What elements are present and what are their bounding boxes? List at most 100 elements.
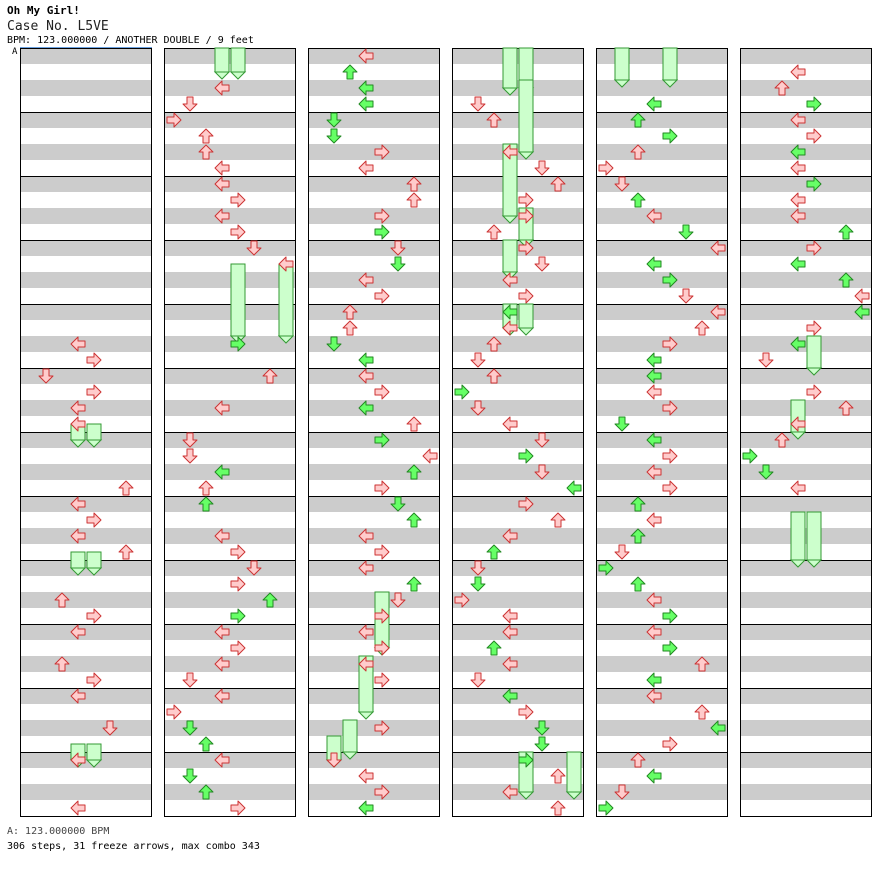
beat-stripe <box>740 656 872 672</box>
beat-stripe <box>596 144 728 160</box>
step-arrow <box>470 352 486 368</box>
chart-column <box>164 48 296 817</box>
step-arrow <box>486 224 502 240</box>
beat-stripe <box>452 80 584 96</box>
beat-stripe <box>452 336 584 352</box>
step-arrow <box>214 176 230 192</box>
beat-stripe <box>308 112 440 128</box>
freeze-arrow <box>661 47 679 88</box>
step-arrow <box>374 288 390 304</box>
step-arrow <box>694 704 710 720</box>
freeze-arrow <box>805 335 823 376</box>
step-arrow <box>262 368 278 384</box>
beat-stripe <box>740 240 872 256</box>
step-arrow <box>790 256 806 272</box>
step-arrow <box>374 544 390 560</box>
beat-stripe <box>452 208 584 224</box>
step-arrow <box>182 96 198 112</box>
beat-stripe <box>20 240 152 256</box>
step-arrow <box>70 528 86 544</box>
beat-stripe <box>164 112 296 128</box>
step-arrow <box>646 768 662 784</box>
step-arrow <box>502 656 518 672</box>
step-arrow <box>166 704 182 720</box>
step-arrow <box>502 416 518 432</box>
beat-stripe <box>308 176 440 192</box>
freeze-arrow <box>357 655 375 720</box>
step-arrow <box>182 720 198 736</box>
step-arrow <box>790 160 806 176</box>
beat-stripe <box>308 784 440 800</box>
column-border <box>308 48 440 817</box>
beat-stripe <box>740 368 872 384</box>
beat-stripe <box>308 304 440 320</box>
beat-stripe <box>596 176 728 192</box>
beat-stripe <box>596 496 728 512</box>
freeze-arrow <box>85 743 103 768</box>
step-arrow <box>86 512 102 528</box>
beat-stripe <box>452 784 584 800</box>
step-arrow <box>790 480 806 496</box>
freeze-arrow <box>229 47 247 80</box>
beat-stripe <box>740 400 872 416</box>
step-arrow <box>534 256 550 272</box>
step-arrow <box>598 560 614 576</box>
step-arrow <box>70 688 86 704</box>
step-arrow <box>534 720 550 736</box>
step-arrow <box>198 128 214 144</box>
step-arrow <box>374 608 390 624</box>
step-arrow <box>70 624 86 640</box>
beat-stripe <box>20 784 152 800</box>
beat-stripe <box>452 752 584 768</box>
beat-stripe <box>20 432 152 448</box>
freeze-arrow <box>565 751 583 800</box>
step-arrow <box>662 640 678 656</box>
beat-stripe <box>740 432 872 448</box>
beat-stripe <box>308 688 440 704</box>
step-arrow <box>406 416 422 432</box>
beat-stripe <box>740 144 872 160</box>
step-arrow <box>198 736 214 752</box>
beat-stripe <box>452 48 584 64</box>
step-arrow <box>358 96 374 112</box>
step-arrow <box>502 320 518 336</box>
step-arrow <box>406 176 422 192</box>
beat-stripe <box>740 784 872 800</box>
beat-stripe <box>20 80 152 96</box>
step-arrow <box>486 640 502 656</box>
step-arrow <box>390 256 406 272</box>
step-arrow <box>230 640 246 656</box>
step-arrow <box>646 624 662 640</box>
step-arrow <box>486 336 502 352</box>
beat-stripe <box>308 528 440 544</box>
beat-stripe <box>452 112 584 128</box>
step-arrow <box>374 224 390 240</box>
beat-stripe <box>20 528 152 544</box>
step-arrow <box>502 528 518 544</box>
step-arrow <box>742 448 758 464</box>
step-arrow <box>710 240 726 256</box>
step-arrow <box>470 560 486 576</box>
step-arrow <box>86 672 102 688</box>
beat-stripe <box>740 112 872 128</box>
freeze-arrow <box>517 303 535 336</box>
beat-stripe <box>308 272 440 288</box>
beat-stripe <box>740 464 872 480</box>
beat-stripe <box>740 528 872 544</box>
step-arrow <box>646 432 662 448</box>
beat-stripe <box>164 304 296 320</box>
step-arrow <box>214 528 230 544</box>
step-arrow <box>358 528 374 544</box>
step-arrow <box>198 496 214 512</box>
step-arrow <box>54 592 70 608</box>
chart-column <box>308 48 440 817</box>
step-arrow <box>358 368 374 384</box>
beat-stripe <box>164 144 296 160</box>
beat-stripe <box>164 208 296 224</box>
step-arrow <box>246 240 262 256</box>
step-arrow <box>214 624 230 640</box>
beat-stripe <box>20 336 152 352</box>
beat-stripe <box>164 496 296 512</box>
beat-stripe <box>20 48 152 64</box>
step-arrow <box>534 160 550 176</box>
